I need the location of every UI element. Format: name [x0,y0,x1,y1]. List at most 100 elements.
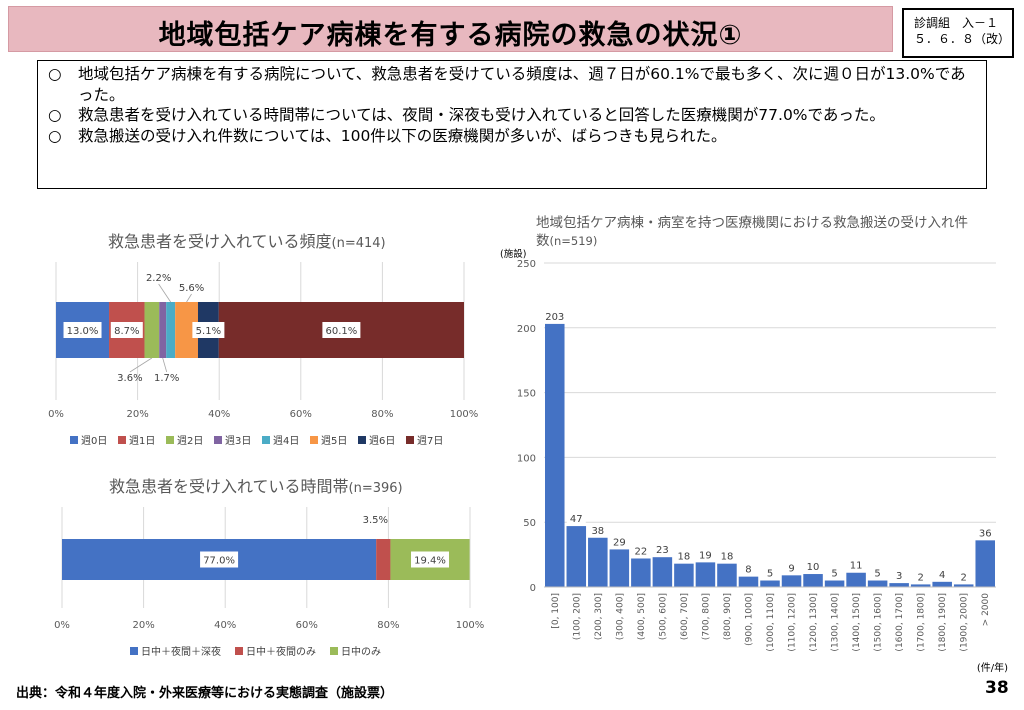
data-label: 4 [939,570,945,581]
x-tick-label: 40% [208,409,230,420]
x-tick-label: 60% [290,409,312,420]
data-label: 18 [678,552,691,563]
ambulance-acceptance-bar-chart: (施設) 0 50 100 150 200 250 203 [0, 100] 47 (100, 20… [500,248,1008,674]
legend-entry: 日中＋夜間のみ [246,645,316,658]
data-label: 38 [591,526,604,537]
data-label-box [411,551,450,568]
document-code-badge: 診調組 入－１ ５．６．８（改） [902,8,1014,58]
source-note: 出典：令和４年度入院・外来医療等における実態調査（施設票） [16,686,394,701]
data-label: 36 [979,528,992,539]
x-tick-label: (900, 1000] [744,593,754,646]
data-label-box [542,309,568,323]
x-tick-label: (1200, 1300] [809,593,819,652]
frequency-stacked-bar-chart: 0% 20% 40% 60% 80% 100% 13.0% 8.7% 3.6% 1.7% 2.2% 5… [48,262,478,447]
summary-text: 救急搬送の受け入れ件数については、100件以下の医療機関が多いが、ばらつきも見ら… [78,126,727,145]
x-tick-label: 100% [456,620,485,631]
data-label: 3.5% [363,515,388,526]
x-tick-label: (1900, 2000] [960,593,970,652]
data-label: 47 [570,514,583,525]
data-label: 18 [721,552,734,563]
histogram-bar [932,581,952,587]
legend-swatch [406,436,414,444]
x-tick-label: 60% [296,620,318,631]
data-label: 13.0% [67,326,99,337]
label-leader-line [186,293,192,303]
data-label-box [566,512,586,526]
data-label-box [763,566,777,580]
data-label: 3.6% [117,373,142,384]
data-label-box [846,558,866,572]
x-tick-label: (1600, 1700] [895,593,905,652]
data-label-box [803,560,823,574]
data-label: 2 [961,572,967,583]
label-leader-line [129,357,153,373]
legend-entry: 日中のみ [341,645,381,658]
x-tick-label: (1000, 1100] [766,593,776,652]
data-label-box [322,322,361,338]
x-tick-label: 0% [48,409,64,420]
x-tick-label: 40% [214,620,236,631]
data-label-box [200,551,239,568]
legend-swatch [214,436,222,444]
data-label-box [785,561,798,575]
chart-subtitle: (n=519) [549,234,598,248]
data-label: 1.7% [154,373,179,384]
stacked-bar-segment [166,302,176,358]
histogram-bar [545,323,565,587]
x-tick-label: (200, 300] [594,593,604,640]
stacked-bar-segment [175,302,198,358]
x-tick-label: (100, 200] [572,593,582,640]
data-label-box [742,562,755,576]
data-label-box [652,543,672,557]
x-tick-label: 0% [54,620,70,631]
page-number: 38 [985,678,1009,698]
x-tick-label: 20% [132,620,154,631]
x-tick-label: > 2000 [981,593,991,627]
chart-title-text: 地域包括ケア病棟・病室を持つ医療機関における救急搬送の受け入れ件数 [536,215,968,249]
histogram-bar [824,580,845,587]
data-label-box [609,535,629,549]
legend-entry: 週2日 [177,435,203,447]
data-label: 5.6% [179,283,204,294]
histogram-bar [631,558,651,587]
summary-text: 地域包括ケア病棟を有する病院について、救急患者を受けている頻度は、週７日が60.… [78,65,966,104]
y-tick-label: 0 [530,583,536,594]
x-tick-label: (1400, 1500] [852,593,862,652]
badge-line-2: ５．６．８（改） [914,32,1011,46]
legend-entry: 日中＋夜間＋深夜 [141,645,221,658]
data-label-box [828,566,841,580]
data-label: 203 [545,312,564,323]
histogram-bar [652,557,673,587]
legend-swatch [166,436,174,444]
chart-title-frequency: 救急患者を受け入れている頻度(n=414) [108,228,386,252]
histogram-bar [674,563,694,587]
x-tick-label: (500, 600] [658,593,668,640]
x-tick-label: (1800, 1900] [938,593,948,652]
data-label-box [871,566,884,580]
summary-item: ○ 地域包括ケア病棟を有する病院について、救急患者を受けている頻度は、週７日が6… [48,64,976,105]
histogram-bar [846,572,866,587]
data-label-box [631,544,651,558]
data-label-box [588,523,608,537]
time-band-stacked-bar-chart: 0% 20% 40% 60% 80% 100% 77.0% 3.5% 19.4% 日中＋夜間＋深夜… [54,507,485,658]
x-tick-label: [0, 100] [551,593,561,629]
data-label-box [674,549,694,563]
stacked-bar-segment [376,539,391,580]
data-label: 5 [831,569,837,580]
data-label: 5 [767,569,773,580]
data-label: 9 [788,563,794,574]
histogram-bar [867,580,888,587]
x-tick-label: (1100, 1200] [788,593,798,652]
data-label-box [695,548,715,562]
chart-subtitle: (n=396) [348,481,403,496]
data-label: 23 [656,545,669,556]
summary-item: ○ 救急搬送の受け入れ件数については、100件以下の医療機関が多いが、ばらつきも… [48,126,976,147]
label-leader-line [158,283,171,303]
data-label-box [957,570,970,584]
bullet-circle: ○ [48,126,62,145]
histogram-bar [588,537,608,587]
data-label: 19 [699,550,712,561]
y-axis-label: (施設) [500,248,526,260]
chart-title-time-band: 救急患者を受け入れている時間帯(n=396) [109,473,403,497]
legend-swatch [330,647,338,655]
